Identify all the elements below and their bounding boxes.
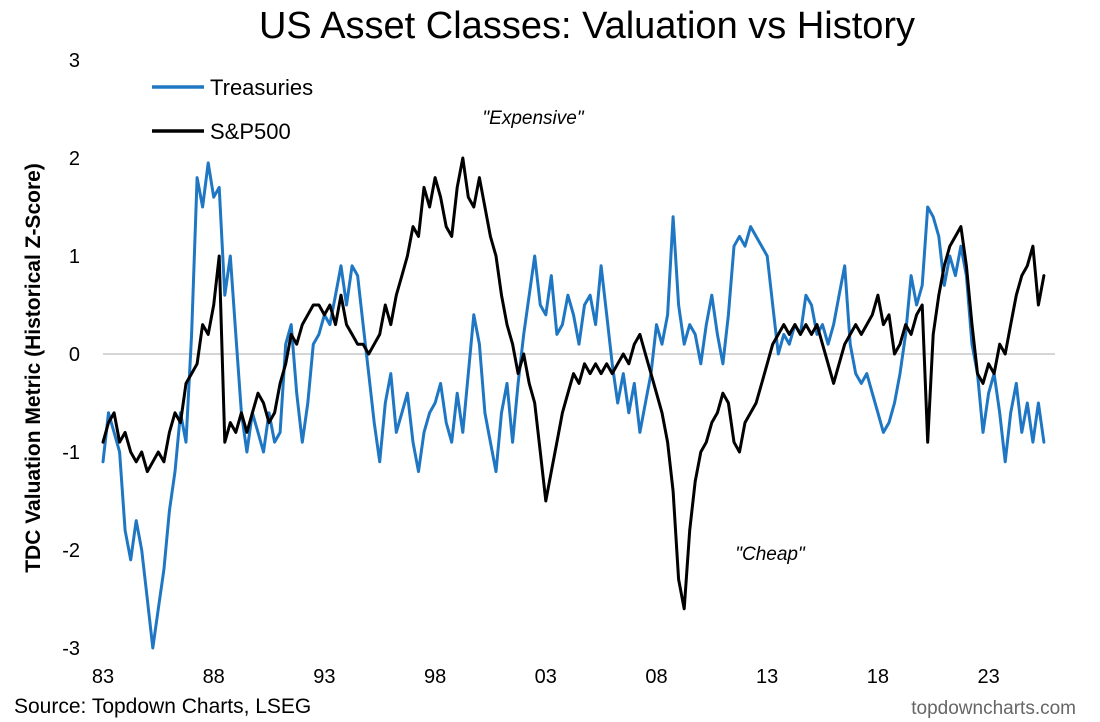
x-tick-label: 83: [92, 666, 114, 688]
x-tick-label: 03: [535, 666, 557, 688]
y-tick-label: 1: [69, 246, 80, 268]
series-line-treasuries: [101, 161, 1046, 650]
y-tick-label: -2: [62, 540, 80, 562]
source-note: Source: Topdown Charts, LSEG: [14, 695, 311, 718]
y-tick-label: 0: [69, 344, 80, 366]
series-line-sp500: [101, 156, 1046, 611]
x-tick-label: 13: [756, 666, 778, 688]
y-tick-label: 2: [69, 148, 80, 170]
legend: Treasuries S&P500: [152, 75, 313, 144]
x-tick-label: 08: [645, 666, 667, 688]
series-layer: [101, 156, 1046, 650]
x-tick-label: 23: [977, 666, 999, 688]
annotation-cheap: "Cheap": [735, 544, 806, 565]
y-tick-label: 3: [69, 50, 80, 72]
legend-label-sp500: S&P500: [210, 119, 291, 144]
x-tick-label: 98: [424, 666, 446, 688]
x-tick-label: 18: [867, 666, 889, 688]
x-axis-ticks: 83 88 93 98 03 08 13 18 23: [92, 666, 1000, 688]
chart-title: US Asset Classes: Valuation vs History: [259, 5, 915, 47]
legend-label-treasuries: Treasuries: [210, 75, 313, 100]
y-tick-label: -3: [62, 638, 80, 660]
y-axis-label: TDC Valuation Metric (Historical Z-Score…: [22, 163, 45, 573]
y-tick-label: -1: [62, 442, 80, 464]
x-tick-label: 93: [313, 666, 335, 688]
x-tick-label: 88: [203, 666, 225, 688]
y-axis-ticks: 3 2 1 0 -1 -2 -3: [62, 50, 80, 660]
brand-watermark: topdowncharts.com: [911, 698, 1076, 719]
annotation-expensive: "Expensive": [482, 108, 584, 129]
